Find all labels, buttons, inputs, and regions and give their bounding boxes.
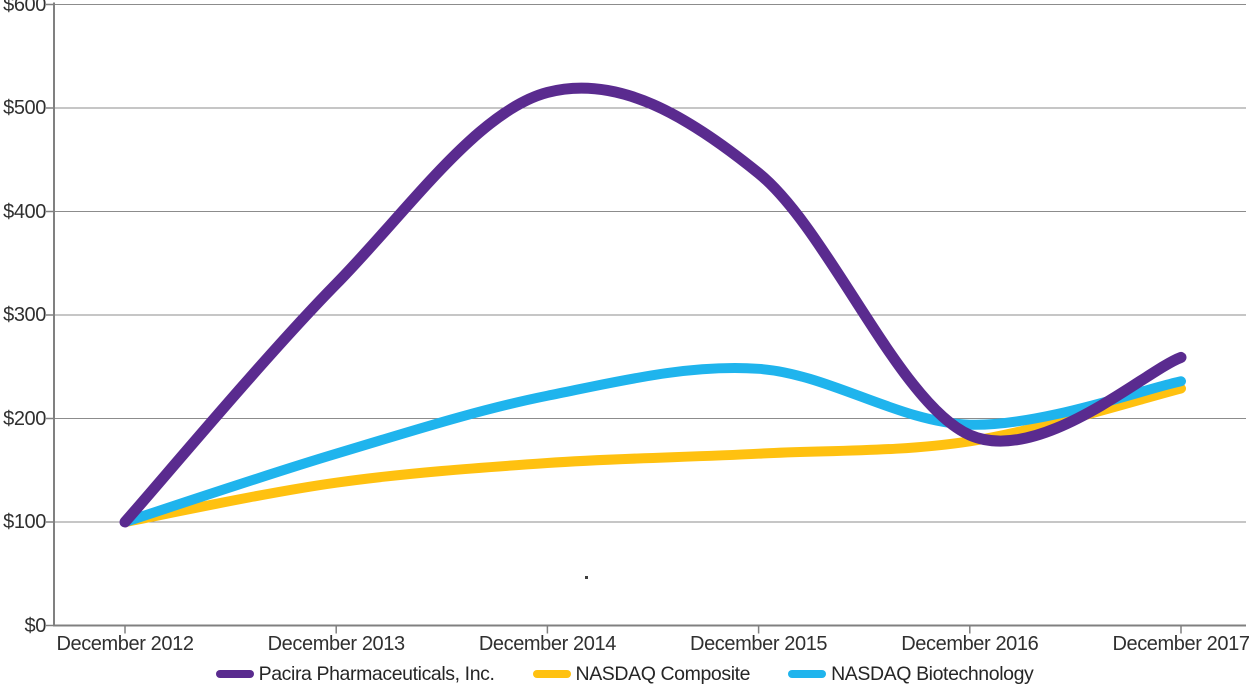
y-axis-label: $500 — [3, 97, 46, 119]
legend-swatch-nasdaq-composite — [532, 670, 571, 678]
x-axis-label: December 2012 — [56, 633, 194, 655]
y-axis-label: $300 — [3, 304, 46, 326]
stray-dot-artifact — [585, 576, 588, 579]
y-axis-label: $0 — [24, 614, 47, 637]
y-axis-label: $400 — [3, 200, 46, 223]
x-axis-label: December 2014 — [478, 633, 617, 655]
x-axis-label: December 2015 — [690, 633, 828, 655]
legend-item-nasdaq-composite: NASDAQ Composite — [532, 663, 751, 685]
legend-label: Pacira Pharmaceuticals, Inc. — [258, 663, 495, 685]
y-axis-label: $200 — [3, 407, 46, 430]
y-axis-label: $600 — [3, 0, 46, 16]
x-axis-label: December 2017 — [1112, 633, 1249, 655]
legend-swatch-pacira — [215, 670, 254, 678]
x-axis-label: December 2013 — [267, 633, 406, 655]
legend-item-pacira: Pacira Pharmaceuticals, Inc. — [215, 663, 495, 685]
legend-swatch-nasdaq-biotechnology — [788, 670, 827, 678]
series-line-nasdaq-composite — [120, 383, 1186, 527]
legend-label: NASDAQ Composite — [575, 663, 751, 685]
legend-label: NASDAQ Biotechnology — [831, 663, 1034, 685]
y-axis-label: $100 — [3, 511, 46, 533]
x-axis-label: December 2016 — [901, 633, 1039, 655]
series-line-pacira-pharmaceuticals-inc — [119, 82, 1187, 528]
legend-item-nasdaq-biotechnology: NASDAQ Biotechnology — [788, 663, 1034, 685]
series-line-nasdaq-biotechnology — [120, 363, 1186, 527]
legend: Pacira Pharmaceuticals, Inc. NASDAQ Comp… — [0, 663, 1249, 685]
